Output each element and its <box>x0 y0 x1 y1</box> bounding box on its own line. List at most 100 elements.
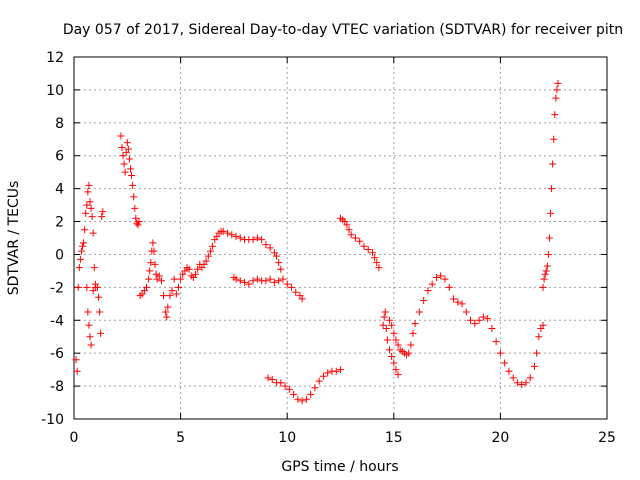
y-tick-label: 0 <box>55 247 64 263</box>
data-point <box>496 349 504 357</box>
data-point <box>275 259 283 267</box>
data-point <box>279 275 287 283</box>
chart-title: Day 057 of 2017, Sidereal Day-to-day VTE… <box>63 22 623 38</box>
data-point <box>95 293 103 301</box>
series-arc-3 <box>117 132 143 229</box>
data-point <box>548 185 556 193</box>
data-point <box>332 367 340 375</box>
data-point <box>164 303 172 311</box>
data-point <box>543 262 551 270</box>
data-point <box>311 384 319 392</box>
data-point <box>84 308 92 316</box>
data-point <box>449 295 457 303</box>
data-point <box>382 325 390 332</box>
data-point <box>131 204 139 212</box>
data-point <box>553 86 561 94</box>
data-point <box>224 229 232 237</box>
data-point <box>135 218 143 226</box>
data-point <box>129 181 137 189</box>
data-point <box>89 229 97 237</box>
data-point <box>373 259 381 267</box>
data-point <box>454 298 462 306</box>
data-point <box>232 275 240 283</box>
data-point <box>236 234 244 242</box>
data-point <box>151 260 159 268</box>
data-point <box>85 181 93 189</box>
data-point <box>492 338 500 346</box>
data-point <box>150 247 158 255</box>
data-point <box>535 333 543 341</box>
data-point <box>146 267 154 275</box>
data-point <box>163 313 171 321</box>
data-point <box>120 160 128 168</box>
data-point <box>409 329 417 337</box>
data-point <box>206 247 214 255</box>
data-point <box>554 79 562 87</box>
y-tick-label: -6 <box>50 346 64 362</box>
y-tick-label: 6 <box>55 149 64 165</box>
data-point <box>547 209 555 217</box>
data-point <box>132 214 140 222</box>
data-point <box>125 155 133 163</box>
data-point <box>268 376 276 384</box>
data-point <box>262 277 270 285</box>
data-point <box>379 321 387 329</box>
data-point <box>185 265 193 273</box>
data-point <box>420 297 428 305</box>
grid <box>74 57 607 419</box>
data-point <box>501 359 509 367</box>
data-point <box>380 313 388 321</box>
data-point <box>298 295 306 303</box>
plot-frame <box>73 56 608 420</box>
data-point <box>264 374 272 382</box>
y-tick-label: 12 <box>46 50 64 66</box>
data-point <box>162 308 170 316</box>
data-point <box>381 308 389 316</box>
y-tick-label: -4 <box>50 313 64 329</box>
data-point <box>281 382 289 390</box>
data-point <box>356 237 364 245</box>
data-point <box>168 287 176 295</box>
y-axis-label: SDTVAR / TECUs <box>6 181 22 296</box>
data-point <box>545 234 553 242</box>
data-point <box>266 244 274 252</box>
data-point <box>539 321 547 329</box>
data-point <box>509 374 517 382</box>
x-tick-label: 25 <box>598 430 616 446</box>
data-point <box>441 275 449 283</box>
data-point <box>142 283 150 291</box>
data-point <box>253 234 261 242</box>
data-point <box>513 379 521 387</box>
data-point <box>375 264 383 272</box>
data-point <box>270 278 278 286</box>
x-tick-label: 10 <box>278 430 296 446</box>
data-point <box>174 283 182 291</box>
data-point <box>371 254 379 262</box>
data-point <box>117 132 125 140</box>
data-point <box>484 315 492 323</box>
data-point <box>147 259 155 267</box>
data-point <box>149 239 157 247</box>
data-point <box>343 221 351 229</box>
data-point <box>294 395 302 403</box>
data-point <box>145 275 153 283</box>
x-tick-label: 0 <box>70 430 79 446</box>
data-point <box>134 221 142 229</box>
data-point <box>93 283 101 291</box>
data-point <box>533 349 541 357</box>
data-point <box>152 270 160 278</box>
data-point <box>121 168 129 176</box>
data-point <box>84 188 92 196</box>
data-point <box>80 239 88 247</box>
data-point <box>96 308 104 316</box>
data-point <box>160 292 168 300</box>
data-point <box>390 329 398 337</box>
data-point <box>550 135 558 143</box>
data-point <box>388 352 396 360</box>
data-point <box>445 283 453 291</box>
data-point <box>392 366 400 374</box>
data-point <box>177 275 185 283</box>
data-point <box>392 336 400 344</box>
data-point <box>315 377 323 385</box>
y-tick-label: -10 <box>41 412 64 428</box>
